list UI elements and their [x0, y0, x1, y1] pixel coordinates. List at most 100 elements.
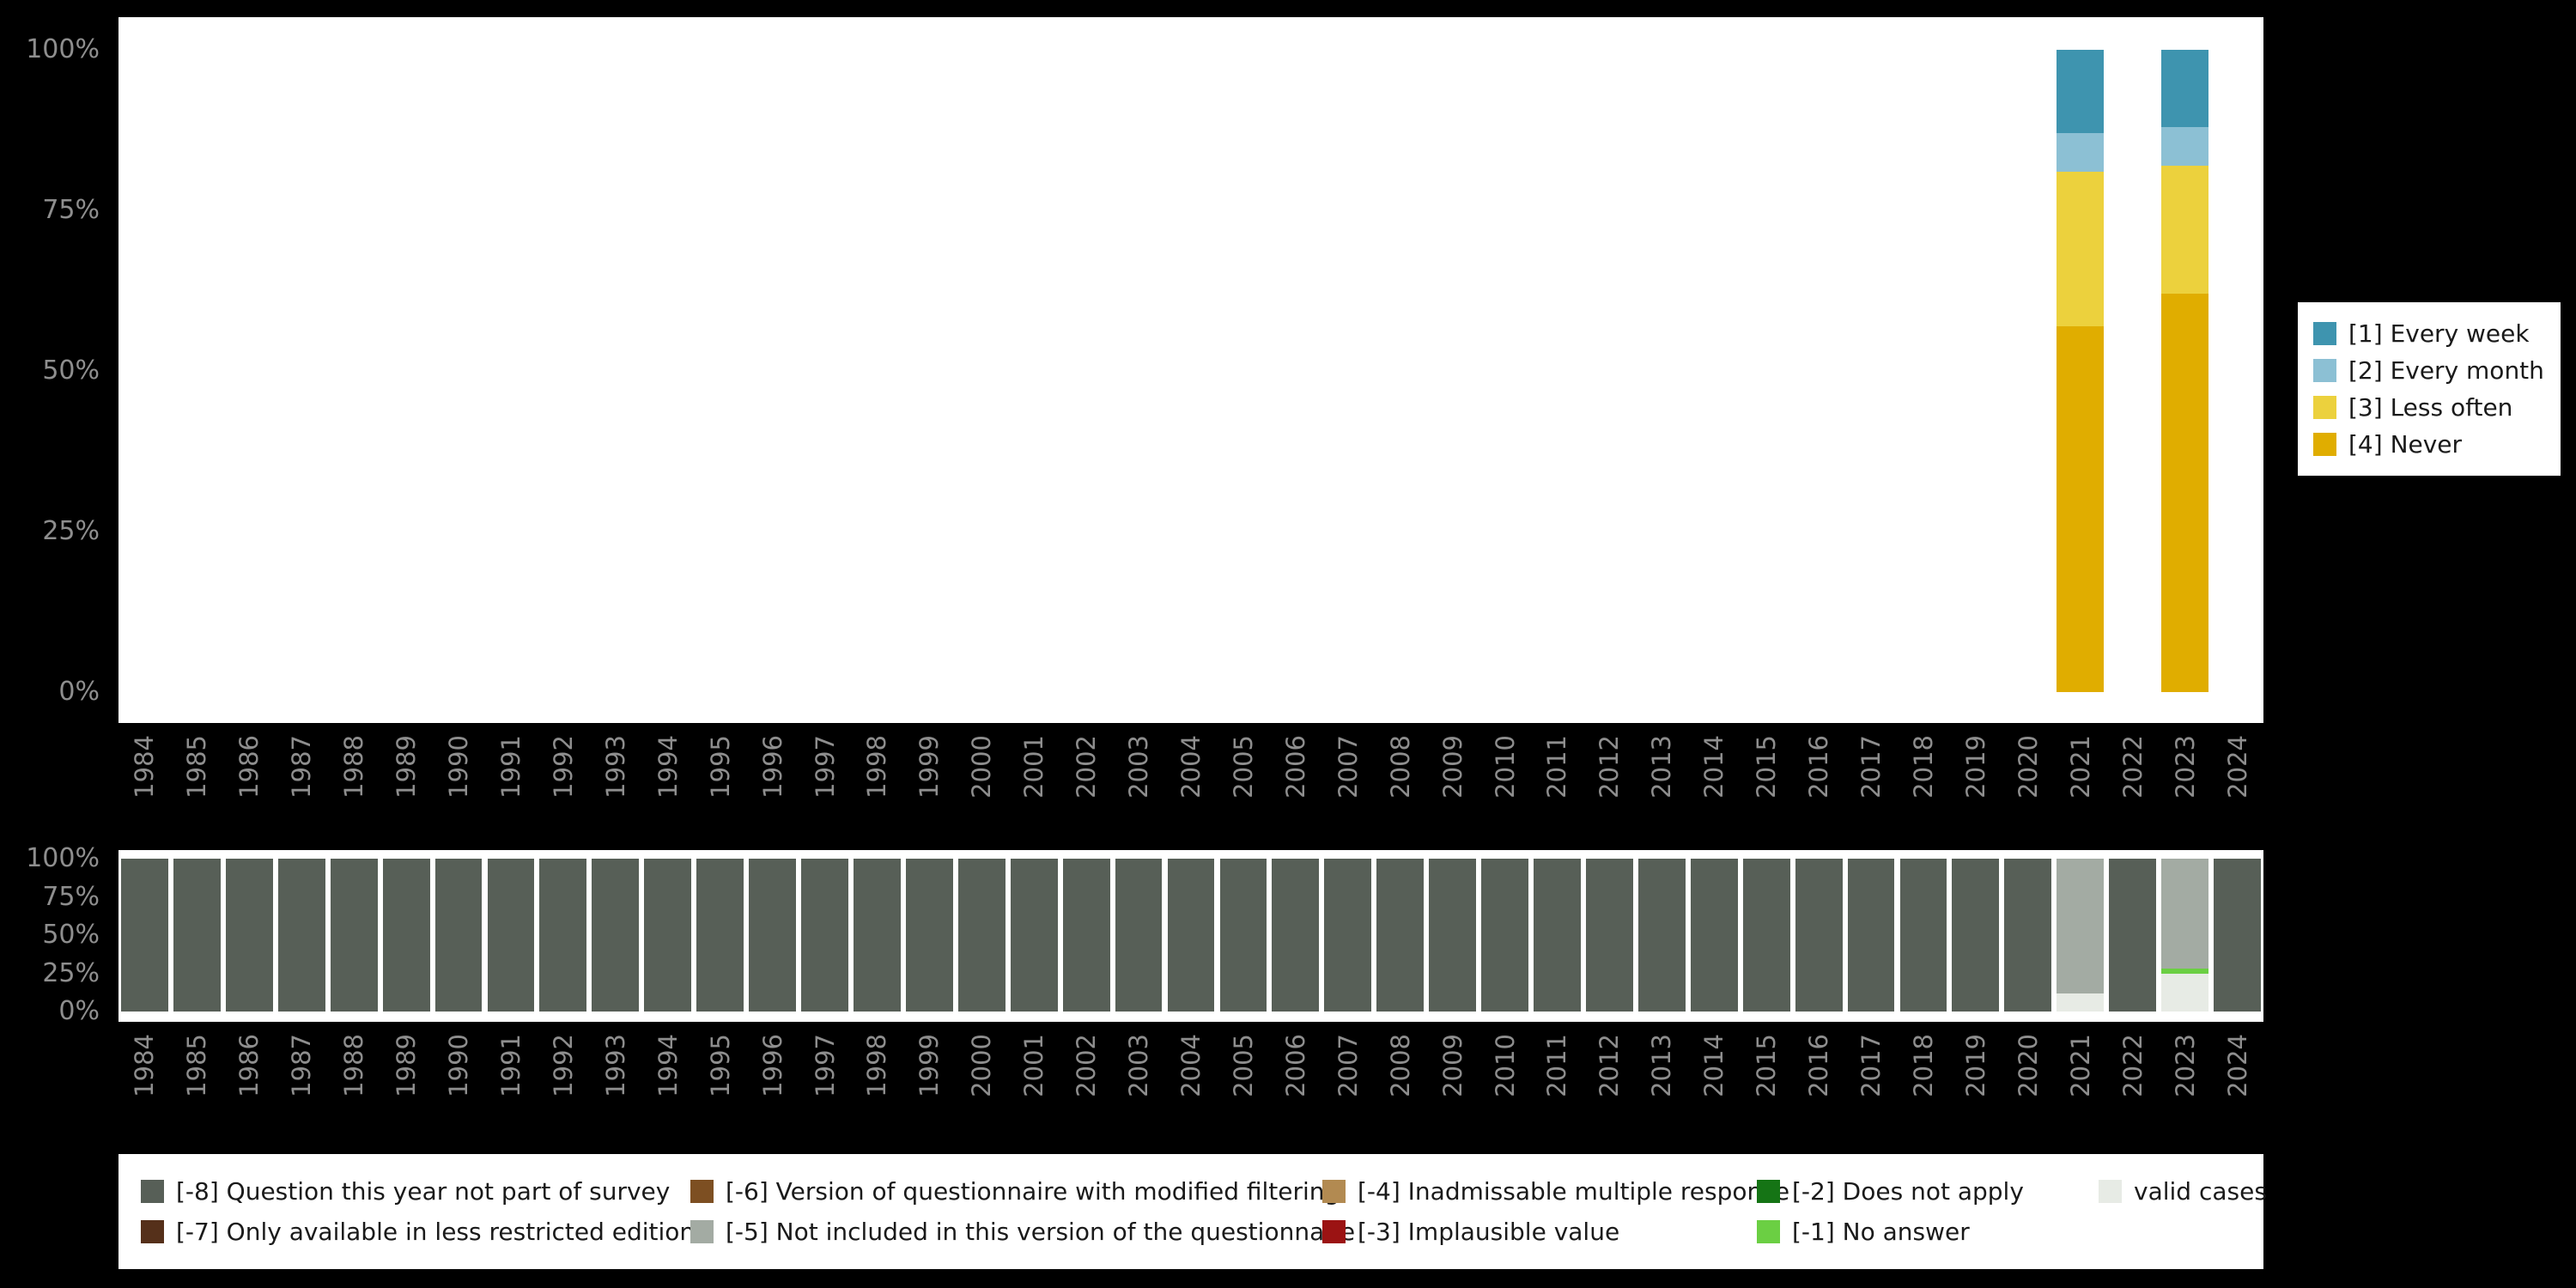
frequency-chart-plot-area	[118, 17, 2263, 723]
x-tick-2003: 2003	[1113, 1027, 1165, 1130]
x-tick-label: 2001	[1019, 735, 1049, 799]
x-tick-label: 2019	[1960, 1034, 1990, 1097]
x-tick-2018: 2018	[1898, 1027, 1950, 1130]
legend-swatch	[1757, 1220, 1780, 1243]
x-tick-2014: 2014	[1688, 1027, 1741, 1130]
legend-swatch	[2313, 433, 2336, 456]
x-tick-2002: 2002	[1060, 728, 1113, 831]
x-tick-2004: 2004	[1165, 728, 1218, 831]
legend-swatch	[1757, 1180, 1780, 1203]
x-tick-1997: 1997	[799, 1027, 851, 1130]
legend-swatch	[2313, 322, 2336, 345]
x-tick-2016: 2016	[1793, 1027, 1845, 1130]
x-tick-label: 2006	[1280, 1034, 1310, 1097]
x-tick-label: 1987	[287, 735, 317, 799]
x-tick-label: 1986	[234, 735, 264, 799]
x-tick-label: 2021	[2065, 1034, 2095, 1097]
bar-segment-2000	[957, 859, 1005, 1012]
bar-segment-2023	[2161, 165, 2209, 295]
x-tick-label: 2005	[1228, 735, 1258, 799]
legend-label: [4] Never	[2348, 430, 2463, 459]
x-tick-label: 2011	[1542, 735, 1572, 799]
bar-segment-2001	[1010, 859, 1058, 1012]
legend-swatch	[690, 1220, 714, 1243]
x-tick-1992: 1992	[537, 1027, 589, 1130]
x-tick-label: 2024	[2222, 1034, 2252, 1097]
x-tick-label: 1985	[182, 735, 212, 799]
x-tick-1985: 1985	[171, 1027, 223, 1130]
x-tick-label: 2023	[2170, 1034, 2200, 1097]
x-tick-2001: 2001	[1008, 728, 1060, 831]
x-tick-label: 2009	[1437, 735, 1467, 799]
x-tick-label: 1995	[705, 1034, 735, 1097]
bar-segment-2023	[2161, 969, 2209, 974]
legend-swatch	[1322, 1220, 1346, 1243]
x-tick-2007: 2007	[1321, 1027, 1374, 1130]
y-tick-label: 25%	[42, 957, 100, 988]
x-tick-2021: 2021	[2054, 1027, 2106, 1130]
x-tick-label: 1998	[862, 1034, 892, 1097]
x-tick-label: 1995	[705, 735, 735, 799]
bar-segment-2023	[2161, 859, 2209, 969]
x-tick-label: 1992	[548, 1034, 578, 1097]
x-tick-label: 2008	[1385, 735, 1415, 799]
x-tick-2008: 2008	[1374, 1027, 1426, 1130]
x-tick-1996: 1996	[746, 1027, 799, 1130]
y-tick-label: 100%	[26, 843, 100, 873]
x-tick-2013: 2013	[1636, 1027, 1688, 1130]
x-tick-2015: 2015	[1741, 728, 1793, 831]
x-tick-label: 2012	[1595, 1034, 1625, 1097]
bottom-chart-y-axis: 100% 75% 50% 25% 0%	[0, 844, 112, 1026]
bar-segment-1985	[173, 859, 221, 1012]
x-tick-2015: 2015	[1741, 1027, 1793, 1130]
legend-swatch	[141, 1180, 164, 1203]
x-tick-2009: 2009	[1426, 728, 1479, 831]
bar-segment-2011	[1534, 859, 1581, 1012]
legend-item: [-5] Not included in this version of the…	[690, 1218, 1355, 1246]
legend-swatch	[141, 1220, 164, 1243]
legend-label: [1] Every week	[2348, 319, 2530, 348]
x-tick-label: 2002	[1072, 735, 1102, 799]
legend-swatch	[2313, 396, 2336, 419]
x-tick-label: 2006	[1280, 735, 1310, 799]
bar-segment-2010	[1481, 859, 1528, 1012]
legend-label: [-4] Inadmissable multiple response	[1358, 1177, 1790, 1206]
legend-label: valid cases	[2134, 1177, 2267, 1206]
x-tick-label: 2005	[1228, 1034, 1258, 1097]
x-tick-2003: 2003	[1113, 728, 1165, 831]
x-tick-label: 1986	[234, 1034, 264, 1097]
x-tick-label: 1998	[862, 735, 892, 799]
x-tick-label: 1991	[495, 1034, 526, 1097]
x-tick-1994: 1994	[641, 728, 694, 831]
legend-label: [3] Less often	[2348, 393, 2513, 422]
x-tick-2016: 2016	[1793, 728, 1845, 831]
bar-segment-1988	[330, 859, 378, 1012]
x-tick-2024: 2024	[2211, 1027, 2263, 1130]
legend-item: [-6] Version of questionnaire with modif…	[690, 1177, 1340, 1206]
x-tick-1997: 1997	[799, 728, 851, 831]
bar-segment-1989	[382, 859, 430, 1012]
bar-segment-2007	[1324, 859, 1372, 1012]
x-tick-label: 2016	[1804, 735, 1834, 799]
bar-segment-1999	[905, 859, 953, 1012]
bar-segment-1991	[487, 859, 535, 1012]
x-tick-label: 1997	[810, 735, 840, 799]
bar-segment-2024	[2214, 859, 2261, 1012]
x-tick-label: 2019	[1960, 735, 1990, 799]
x-tick-label: 1994	[653, 1034, 683, 1097]
x-tick-label: 2016	[1804, 1034, 1834, 1097]
bar-segment-2016	[1795, 859, 1843, 1012]
x-tick-label: 2000	[967, 735, 997, 799]
y-tick-label: 75%	[42, 195, 100, 225]
x-tick-1990: 1990	[433, 1027, 485, 1130]
x-tick-label: 2022	[2117, 1034, 2148, 1097]
x-tick-1989: 1989	[380, 728, 433, 831]
legend-item: [-7] Only available in less restricted e…	[141, 1218, 695, 1246]
x-tick-label: 2004	[1176, 1034, 1206, 1097]
legend-label: [-8] Question this year not part of surv…	[176, 1177, 671, 1206]
x-tick-label: 2022	[2117, 735, 2148, 799]
legend-swatch	[2313, 359, 2336, 382]
x-tick-1992: 1992	[537, 728, 589, 831]
x-tick-label: 2003	[1124, 1034, 1154, 1097]
